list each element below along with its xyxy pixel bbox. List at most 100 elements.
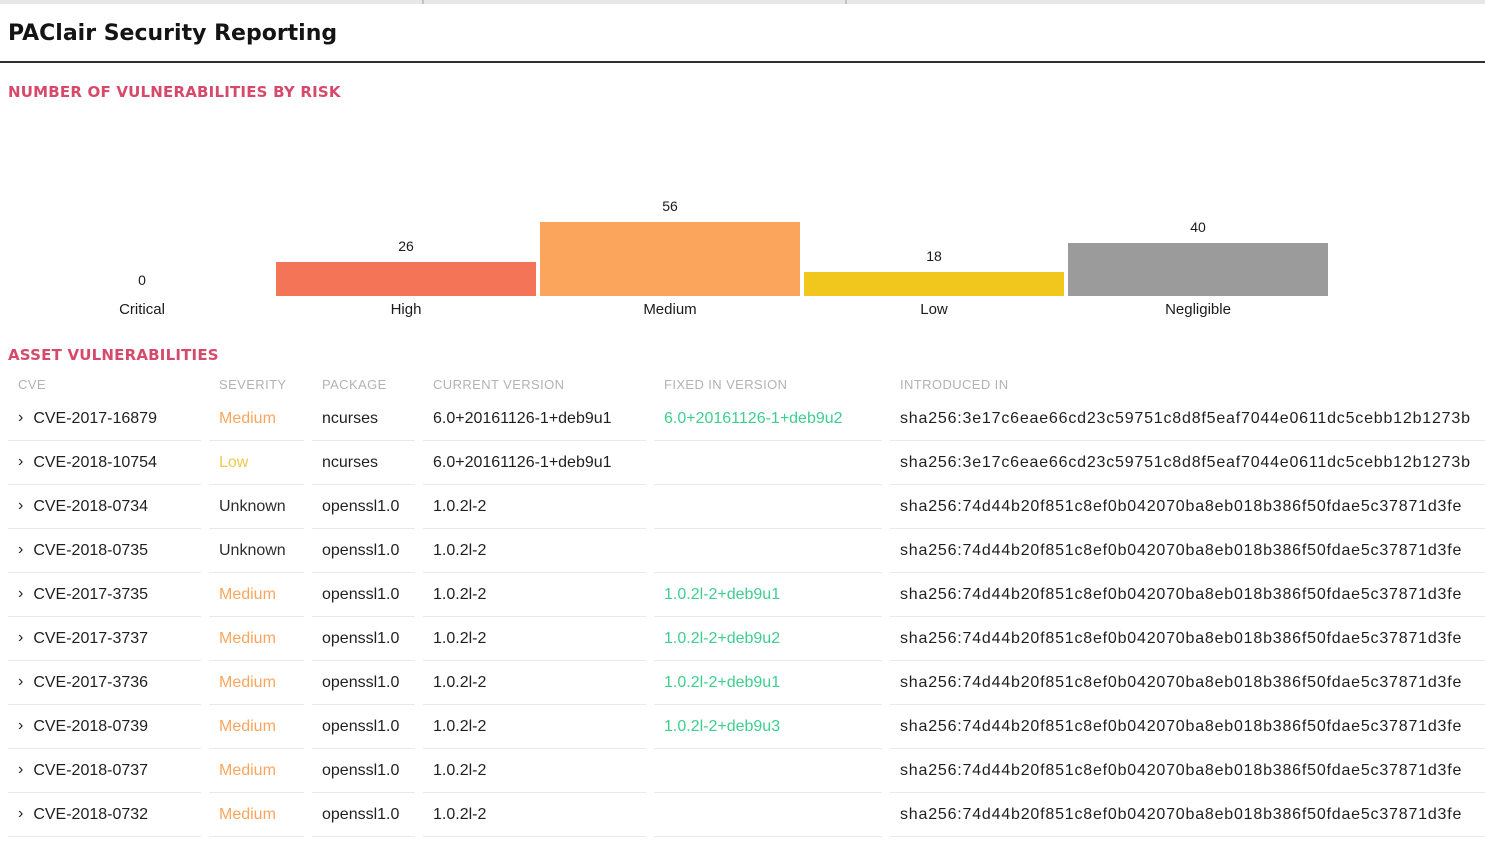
title-divider — [0, 61, 1485, 63]
package-cell: ncurses — [312, 441, 415, 485]
table-row[interactable]: › CVE-2018-10754 Low ncurses 6.0+20161126-1+… — [8, 441, 1485, 485]
cve-id: CVE-2017-16879 — [33, 409, 157, 427]
package-cell: openssl1.0 — [312, 529, 415, 573]
table-row[interactable]: › CVE-2018-0732 Medium openssl1.0 1.0.2l-2 sh… — [8, 793, 1485, 837]
cve-cell: › CVE-2018-0739 — [8, 705, 201, 749]
table-row[interactable]: › CVE-2017-3735 Medium openssl1.0 1.0.2l-2 1.… — [8, 573, 1485, 617]
table-row[interactable]: › CVE-2017-3736 Medium openssl1.0 1.0.2l-2 1.… — [8, 661, 1485, 705]
chevron-right-icon[interactable]: › — [18, 496, 24, 514]
severity-cell: Low — [209, 441, 304, 485]
bar-category-label-high: High — [390, 301, 422, 318]
chevron-right-icon[interactable]: › — [18, 540, 24, 558]
package-cell: openssl1.0 — [312, 573, 415, 617]
table-header-row: CVE SEVERITY PACKAGE CURRENT VERSION FIXED I… — [8, 371, 1485, 397]
cve-cell: › CVE-2018-0735 — [8, 529, 201, 573]
introduced-in-cell: sha256:74d44b20f851c8ef0b042070ba8eb018b… — [890, 793, 1485, 837]
package-cell: openssl1.0 — [312, 661, 415, 705]
chart-section-title: NUMBER OF VULNERABILITIES BY RISK — [8, 83, 341, 101]
chart-band-high: 26 High — [274, 128, 538, 318]
cve-cell: › CVE-2017-3737 — [8, 617, 201, 661]
fixed-in-version-cell — [654, 749, 882, 793]
current-version-cell: 1.0.2l-2 — [423, 485, 646, 529]
fixed-in-version-cell: 6.0+20161126-1+deb9u2 — [654, 397, 882, 441]
cve-id: CVE-2017-3736 — [33, 673, 149, 691]
cve-cell: › CVE-2017-3736 — [8, 661, 201, 705]
severity-cell: Medium — [209, 661, 304, 705]
column-header-introduced-in: INTRODUCED IN — [900, 376, 1009, 392]
bar-low — [804, 272, 1064, 296]
table-row[interactable]: › CVE-2017-16879 Medium ncurses 6.0+20161126… — [8, 397, 1485, 441]
fixed-in-version-cell — [654, 485, 882, 529]
cve-id: CVE-2017-3737 — [33, 629, 149, 647]
current-version-cell: 1.0.2l-2 — [423, 793, 646, 837]
bar-negligible — [1068, 243, 1328, 296]
chevron-right-icon[interactable]: › — [18, 760, 24, 778]
cve-cell: › CVE-2018-0734 — [8, 485, 201, 529]
bar-value-label-medium: 56 — [662, 198, 678, 215]
bar-category-label-low: Low — [920, 301, 948, 318]
cve-cell: › CVE-2018-10754 — [8, 441, 201, 485]
chevron-right-icon[interactable]: › — [18, 716, 24, 734]
introduced-in-cell: sha256:74d44b20f851c8ef0b042070ba8eb018b… — [890, 573, 1485, 617]
current-version-cell: 1.0.2l-2 — [423, 573, 646, 617]
top-edge-strip — [0, 0, 1485, 4]
cve-cell: › CVE-2018-0732 — [8, 793, 201, 837]
fixed-in-version-cell: 1.0.2l-2+deb9u1 — [654, 573, 882, 617]
package-cell: openssl1.0 — [312, 793, 415, 837]
introduced-in-cell: sha256:74d44b20f851c8ef0b042070ba8eb018b… — [890, 705, 1485, 749]
fixed-in-version-cell: 1.0.2l-2+deb9u2 — [654, 617, 882, 661]
column-header-cve: CVE — [18, 376, 46, 392]
page-title: PAClair Security Reporting — [8, 21, 338, 46]
bar-category-label-negligible: Negligible — [1165, 301, 1231, 318]
fixed-in-version-cell — [654, 529, 882, 573]
bar-category-label-medium: Medium — [643, 301, 697, 318]
top-strip-notch — [422, 0, 424, 4]
severity-cell: Unknown — [209, 529, 304, 573]
table-row[interactable]: › CVE-2018-0735 Unknown openssl1.0 1.0.2l-2 s… — [8, 529, 1485, 573]
cve-id: CVE-2018-0735 — [33, 541, 149, 559]
severity-cell: Medium — [209, 573, 304, 617]
fixed-in-version-cell: 1.0.2l-2+deb9u1 — [654, 661, 882, 705]
introduced-in-cell: sha256:74d44b20f851c8ef0b042070ba8eb018b… — [890, 485, 1485, 529]
top-strip-notch — [845, 0, 847, 4]
column-header-severity: SEVERITY — [219, 376, 287, 392]
current-version-cell: 6.0+20161126-1+deb9u1 — [423, 441, 646, 485]
current-version-cell: 1.0.2l-2 — [423, 705, 646, 749]
bar-medium — [540, 222, 800, 296]
introduced-in-cell: sha256:74d44b20f851c8ef0b042070ba8eb018b… — [890, 529, 1485, 573]
cve-id: CVE-2018-10754 — [33, 453, 157, 471]
chevron-right-icon[interactable]: › — [18, 584, 24, 602]
current-version-cell: 1.0.2l-2 — [423, 749, 646, 793]
fixed-in-version-cell — [654, 441, 882, 485]
bar-value-label-negligible: 40 — [1190, 219, 1206, 236]
package-cell: openssl1.0 — [312, 485, 415, 529]
cve-id: CVE-2018-0737 — [33, 761, 149, 779]
bar-high — [276, 261, 536, 296]
column-header-package: PACKAGE — [322, 376, 387, 392]
bar-category-label-critical: Critical — [119, 301, 165, 318]
chart-band-low: 18 Low — [802, 128, 1066, 318]
table-row[interactable]: › CVE-2018-0734 Unknown openssl1.0 1.0.2l-2 s… — [8, 485, 1485, 529]
chevron-right-icon[interactable]: › — [18, 628, 24, 646]
current-version-cell: 1.0.2l-2 — [423, 617, 646, 661]
introduced-in-cell: sha256:3e17c6eae66cd23c59751c8d8f5eaf704… — [890, 441, 1485, 485]
current-version-cell: 1.0.2l-2 — [423, 529, 646, 573]
table-row[interactable]: › CVE-2018-0739 Medium openssl1.0 1.0.2l-2 1.… — [8, 705, 1485, 749]
chart-band-negligible: 40 Negligible — [1066, 128, 1330, 318]
cve-id: CVE-2018-0732 — [33, 805, 149, 823]
introduced-in-cell: sha256:3e17c6eae66cd23c59751c8d8f5eaf704… — [890, 397, 1485, 441]
cve-cell: › CVE-2018-0737 — [8, 749, 201, 793]
table-row[interactable]: › CVE-2018-0737 Medium openssl1.0 1.0.2l-2 sh… — [8, 749, 1485, 793]
chevron-right-icon[interactable]: › — [18, 452, 24, 470]
table-row[interactable]: › CVE-2017-3737 Medium openssl1.0 1.0.2l-2 1.… — [8, 617, 1485, 661]
introduced-in-cell: sha256:74d44b20f851c8ef0b042070ba8eb018b… — [890, 749, 1485, 793]
asset-table-container: CVE SEVERITY PACKAGE CURRENT VERSION FIXED I… — [0, 371, 1485, 837]
severity-cell: Unknown — [209, 485, 304, 529]
severity-cell: Medium — [209, 705, 304, 749]
chevron-right-icon[interactable]: › — [18, 408, 24, 426]
cve-id: CVE-2017-3735 — [33, 585, 149, 603]
fixed-in-version-cell — [654, 793, 882, 837]
bar-value-label-high: 26 — [398, 237, 414, 254]
chevron-right-icon[interactable]: › — [18, 672, 24, 690]
chevron-right-icon[interactable]: › — [18, 804, 24, 822]
